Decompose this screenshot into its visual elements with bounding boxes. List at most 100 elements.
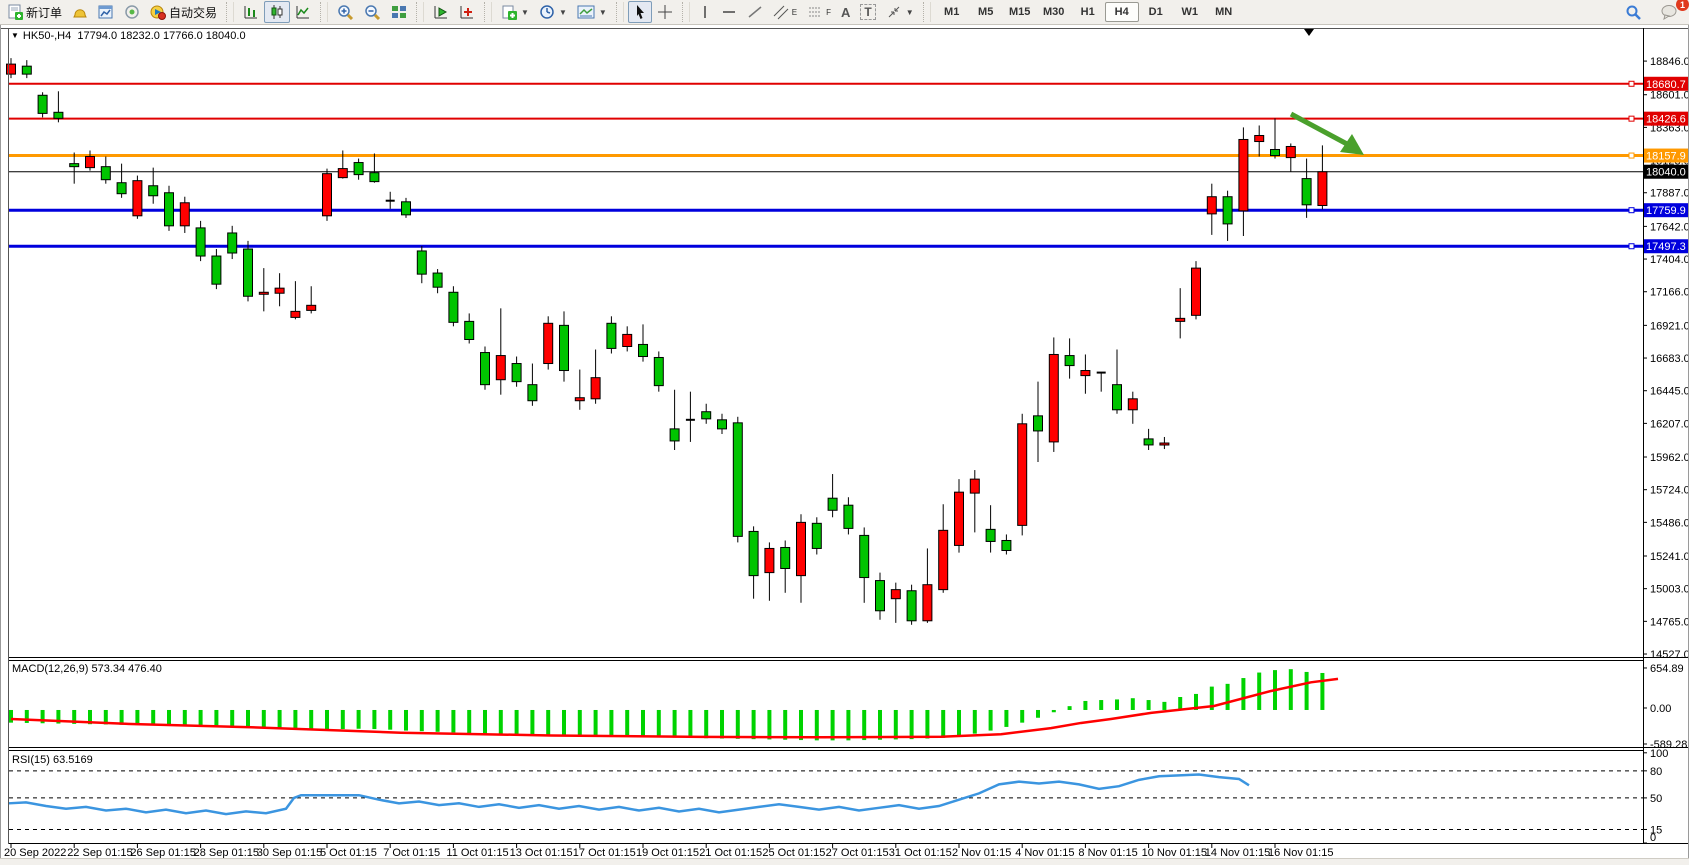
chat-bubble-icon (1661, 5, 1677, 20)
main-toolbar: 新订单 (0, 0, 1689, 25)
macd-pane (9, 669, 1339, 741)
svg-text:20 Sep 2022: 20 Sep 2022 (4, 847, 66, 859)
toolbar-separator (226, 2, 235, 22)
svg-text:16683.0: 16683.0 (1650, 353, 1688, 365)
svg-text:7 Oct 01:15: 7 Oct 01:15 (383, 847, 440, 859)
search-button[interactable] (1620, 1, 1647, 24)
alerts-button[interactable] (119, 1, 145, 23)
svg-text:10 Nov 01:15: 10 Nov 01:15 (1142, 847, 1207, 859)
bar-chart-button[interactable] (238, 1, 264, 23)
timeframe-button-M30[interactable]: M30 (1042, 6, 1065, 18)
chart-canvas[interactable]: 18846.018601.018363.018123.017887.017642… (1, 25, 1688, 865)
chart-window-icon (98, 5, 113, 19)
horizontal-line-tool[interactable] (716, 1, 742, 23)
arrow-annotation[interactable] (1289, 111, 1364, 155)
svg-text:28 Sep 01:15: 28 Sep 01:15 (194, 847, 259, 859)
svg-text:4 Nov 01:15: 4 Nov 01:15 (1015, 847, 1074, 859)
svg-text:19 Oct 01:15: 19 Oct 01:15 (636, 847, 699, 859)
zoom-in-button[interactable] (332, 1, 359, 23)
indicators-window-icon (434, 6, 448, 19)
timeframe-button-H1[interactable]: H1 (1080, 6, 1095, 18)
svg-text:17 Oct 01:15: 17 Oct 01:15 (573, 847, 636, 859)
price-level-lines[interactable] (9, 80, 1643, 250)
svg-text:21 Oct 01:15: 21 Oct 01:15 (699, 847, 762, 859)
macd-indicator-label: MACD(12,26,9) 573.34 476.40 (12, 663, 162, 675)
trade-levels-button[interactable] (67, 1, 93, 23)
trendline-icon (748, 6, 762, 18)
svg-text:18157.9: 18157.9 (1646, 151, 1686, 163)
svg-text:80: 80 (1650, 766, 1662, 778)
autotrading-button[interactable]: 自动交易 (145, 1, 222, 24)
toolbar-separator (615, 2, 624, 22)
svg-text:0.00: 0.00 (1650, 703, 1671, 715)
fibo-glyph: F (826, 7, 832, 17)
svg-text:17642.0: 17642.0 (1650, 221, 1688, 233)
trade-levels-icon (73, 9, 87, 18)
svg-text:15724.0: 15724.0 (1650, 485, 1688, 497)
toolbar-separator (416, 2, 425, 22)
tile-windows-button[interactable] (386, 1, 412, 23)
svg-text:15241.0: 15241.0 (1650, 551, 1688, 563)
svg-text:18040.0: 18040.0 (1646, 167, 1686, 179)
svg-text:8 Nov 01:15: 8 Nov 01:15 (1078, 847, 1137, 859)
svg-text:15: 15 (1650, 824, 1662, 836)
svg-text:11 Oct 01:15: 11 Oct 01:15 (446, 847, 508, 859)
svg-text:14527.0: 14527.0 (1650, 649, 1688, 661)
chart-window: 18846.018601.018363.018123.017887.017642… (0, 24, 1689, 865)
add-indicator-button[interactable]: ▼ (496, 1, 534, 23)
timeframe-button-H4[interactable]: H4 (1104, 2, 1139, 22)
objects-window-button[interactable] (454, 1, 480, 23)
chart-window-button[interactable] (93, 1, 119, 23)
timeframe-button-M5[interactable]: M5 (978, 6, 994, 18)
period-button[interactable]: ▼ (534, 1, 572, 23)
timeframe-toolbar: M1 M5 M15 M30 H1 H4 D1 W1 MN (933, 0, 1243, 24)
svg-text:654.89: 654.89 (1650, 663, 1684, 675)
line-chart-icon (296, 6, 310, 19)
svg-text:16207.0: 16207.0 (1650, 418, 1688, 430)
text-label-tool[interactable]: T (855, 1, 880, 23)
zoom-out-button[interactable] (359, 1, 386, 23)
new-order-button[interactable]: 新订单 (2, 1, 67, 24)
indicators-window-button[interactable] (428, 1, 454, 23)
timeframe-button-D1[interactable]: D1 (1148, 6, 1163, 18)
trendline-tool[interactable] (742, 1, 768, 23)
toolbar-separator (922, 2, 931, 22)
cursor-icon (636, 5, 644, 19)
horizontal-line-icon (722, 11, 735, 13)
cursor-tool-button[interactable] (627, 1, 652, 23)
arrows-icon (888, 6, 900, 18)
svg-text:-589.28: -589.28 (1650, 739, 1687, 751)
rsi-indicator-label: RSI(15) 63.5169 (12, 754, 93, 766)
svg-text:18363.0: 18363.0 (1650, 122, 1688, 134)
price-axis[interactable]: 18846.018601.018363.018123.017887.017642… (1643, 56, 1688, 844)
timeframe-button-W1[interactable]: W1 (1181, 6, 1198, 18)
line-chart-button[interactable] (290, 1, 316, 23)
template-button[interactable]: ▼ (572, 1, 612, 23)
fibonacci-icon (809, 7, 822, 17)
timeframe-button-MN[interactable]: MN (1215, 6, 1233, 18)
candles-layer (6, 58, 1328, 625)
collapse-triangle-icon[interactable]: ▼ (11, 31, 19, 40)
tile-windows-icon (392, 6, 407, 18)
equidistant-channel-tool[interactable]: E (768, 1, 802, 23)
timeframe-button-M1[interactable]: M1 (944, 6, 960, 18)
clock-icon (540, 5, 554, 19)
svg-text:26 Sep 01:15: 26 Sep 01:15 (130, 847, 195, 859)
text-tool[interactable]: A (836, 2, 855, 23)
timeframe-button-M15[interactable]: M15 (1008, 6, 1031, 18)
status-bar (0, 858, 1689, 865)
objects-window-icon (460, 6, 474, 19)
vertical-line-tool[interactable] (694, 1, 716, 23)
fibonacci-tool[interactable]: F (802, 1, 836, 23)
crosshair-tool-button[interactable] (652, 1, 678, 23)
rsi-pane (8, 770, 1643, 830)
svg-text:18426.6: 18426.6 (1646, 114, 1686, 126)
svg-text:30 Sep 01:15: 30 Sep 01:15 (257, 847, 322, 859)
arrows-tool[interactable]: ▼ (881, 1, 919, 23)
svg-text:16 Nov 01:15: 16 Nov 01:15 (1268, 847, 1333, 859)
search-icon (1626, 5, 1641, 20)
notifications-button[interactable]: 1 (1655, 0, 1689, 23)
candlestick-chart-button[interactable] (264, 1, 291, 23)
notification-count-badge: 1 (1676, 0, 1689, 11)
